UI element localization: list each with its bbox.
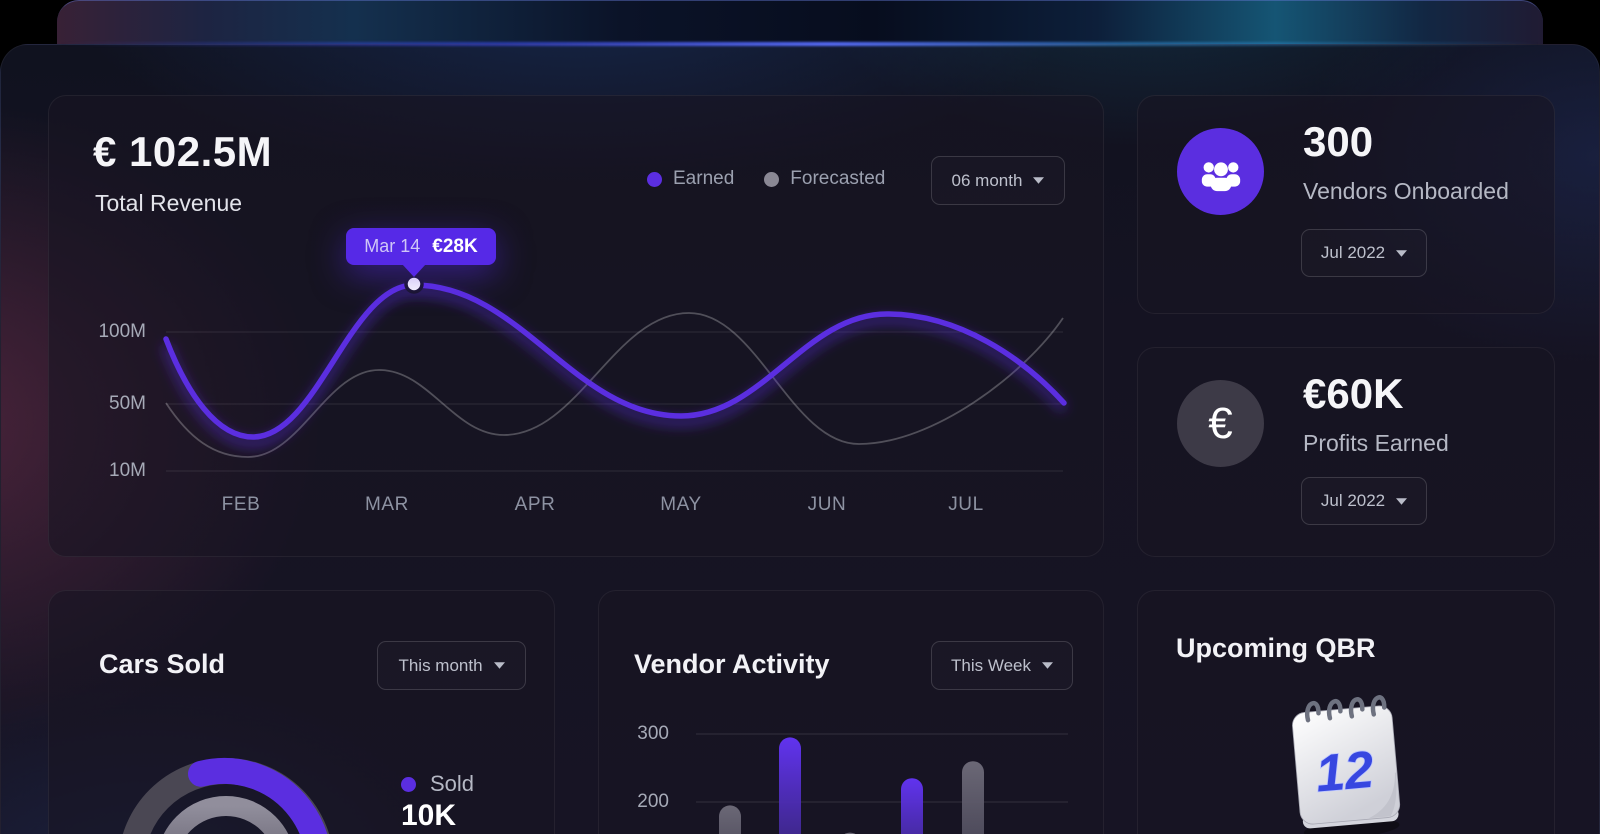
tooltip-value: €28K <box>432 235 478 257</box>
dropdown-value: Jul 2022 <box>1320 491 1386 510</box>
legend-item-earned[interactable]: Earned <box>647 168 734 190</box>
calendar-day-number: 12 <box>1313 741 1376 804</box>
vendors-value: 300 <box>1303 118 1374 165</box>
vendor-activity-title: Vendor Activity <box>634 649 830 679</box>
x-tick-label: FEB <box>221 494 261 515</box>
x-tick-label: JUL <box>948 494 984 515</box>
sold-legend-label: Sold <box>430 771 475 796</box>
tooltip-pointer <box>402 264 426 277</box>
activity-bar-chart <box>696 733 1068 834</box>
cars-sold-value: 10K <box>401 799 457 832</box>
x-tick-label: MAR <box>364 494 410 515</box>
forecasted-line <box>165 312 1064 458</box>
chart-tooltip: Mar 14 €28K <box>346 228 496 277</box>
cars-sold-card: Cars Sold This month Sold 10K <box>48 590 555 834</box>
tooltip-date: Mar 14 <box>364 236 421 256</box>
revenue-legend: Earned Forecasted <box>647 168 885 190</box>
activity-bar <box>962 761 984 834</box>
profits-period-dropdown[interactable]: Jul 2022 <box>1301 477 1427 525</box>
chevron-down-icon <box>493 662 505 669</box>
earned-line-glow <box>161 285 1068 449</box>
qbr-title: Upcoming QBR <box>1176 633 1376 663</box>
gridlines <box>696 733 1068 803</box>
people-group-icon <box>1177 128 1264 215</box>
x-tick-label: JUN <box>807 494 847 515</box>
donut-sold-arc <box>188 757 328 834</box>
activity-bar <box>779 737 801 834</box>
euro-icon: € <box>1177 380 1264 467</box>
x-tick-label: APR <box>514 494 556 515</box>
earned-dot-icon <box>647 171 662 187</box>
y-tick-label: 200 <box>637 791 669 812</box>
y-tick-label: 10M <box>109 460 146 481</box>
vendor-activity-card: Vendor Activity This Week 300 200 <box>598 590 1104 834</box>
vendors-period-dropdown[interactable]: Jul 2022 <box>1301 229 1427 277</box>
chevron-down-icon <box>1396 249 1408 257</box>
profits-label: Profits Earned <box>1303 430 1449 456</box>
chevron-down-icon <box>1396 497 1408 505</box>
calendar-graphic: 12 <box>1292 695 1401 834</box>
chevron-down-icon <box>1033 177 1045 184</box>
y-tick-label: 100M <box>98 321 146 342</box>
donut-inner-ring <box>163 796 289 834</box>
forecasted-dot-icon <box>764 171 780 187</box>
dropdown-value: This month <box>398 655 483 675</box>
legend-label: Forecasted <box>790 168 886 189</box>
revenue-line-chart <box>161 274 1068 472</box>
sold-dot-icon <box>401 776 416 792</box>
activity-bar <box>901 778 923 834</box>
cars-sold-title: Cars Sold <box>99 649 226 679</box>
profits-value: €60K <box>1303 370 1404 417</box>
y-tick-label: 50M <box>109 393 146 414</box>
upcoming-qbr-card: Upcoming QBR 12 <box>1137 590 1555 834</box>
activity-bar <box>719 805 741 834</box>
total-revenue-card: € 102.5M Total Revenue Earned Forecasted… <box>48 95 1104 557</box>
dropdown-value: Jul 2022 <box>1320 243 1386 262</box>
profits-earned-card: € €60K Profits Earned Jul 2022 <box>1137 347 1555 557</box>
vendors-label: Vendors Onboarded <box>1303 178 1509 204</box>
total-revenue-amount: € 102.5M <box>93 128 273 175</box>
dropdown-value: 06 month <box>951 170 1023 190</box>
dropdown-value: This Week <box>951 655 1031 675</box>
legend-label: Earned <box>673 168 735 189</box>
earned-line <box>163 282 1067 440</box>
spiral-rings <box>1304 695 1387 723</box>
legend-item-forecasted[interactable]: Forecasted <box>764 168 885 190</box>
cars-legend[interactable]: Sold <box>401 771 474 797</box>
cars-period-dropdown[interactable]: This month <box>377 641 526 690</box>
cars-donut-chart <box>122 757 330 834</box>
y-tick-label: 300 <box>637 723 669 744</box>
total-revenue-label: Total Revenue <box>95 190 243 216</box>
highlight-point-marker <box>404 274 424 294</box>
revenue-period-dropdown[interactable]: 06 month <box>931 156 1065 205</box>
activity-period-dropdown[interactable]: This Week <box>931 641 1073 690</box>
x-tick-label: MAY <box>660 494 702 515</box>
euro-glyph: € <box>1208 398 1233 448</box>
vendors-onboarded-card: 300 Vendors Onboarded Jul 2022 <box>1137 95 1555 314</box>
chevron-down-icon <box>1042 662 1053 669</box>
